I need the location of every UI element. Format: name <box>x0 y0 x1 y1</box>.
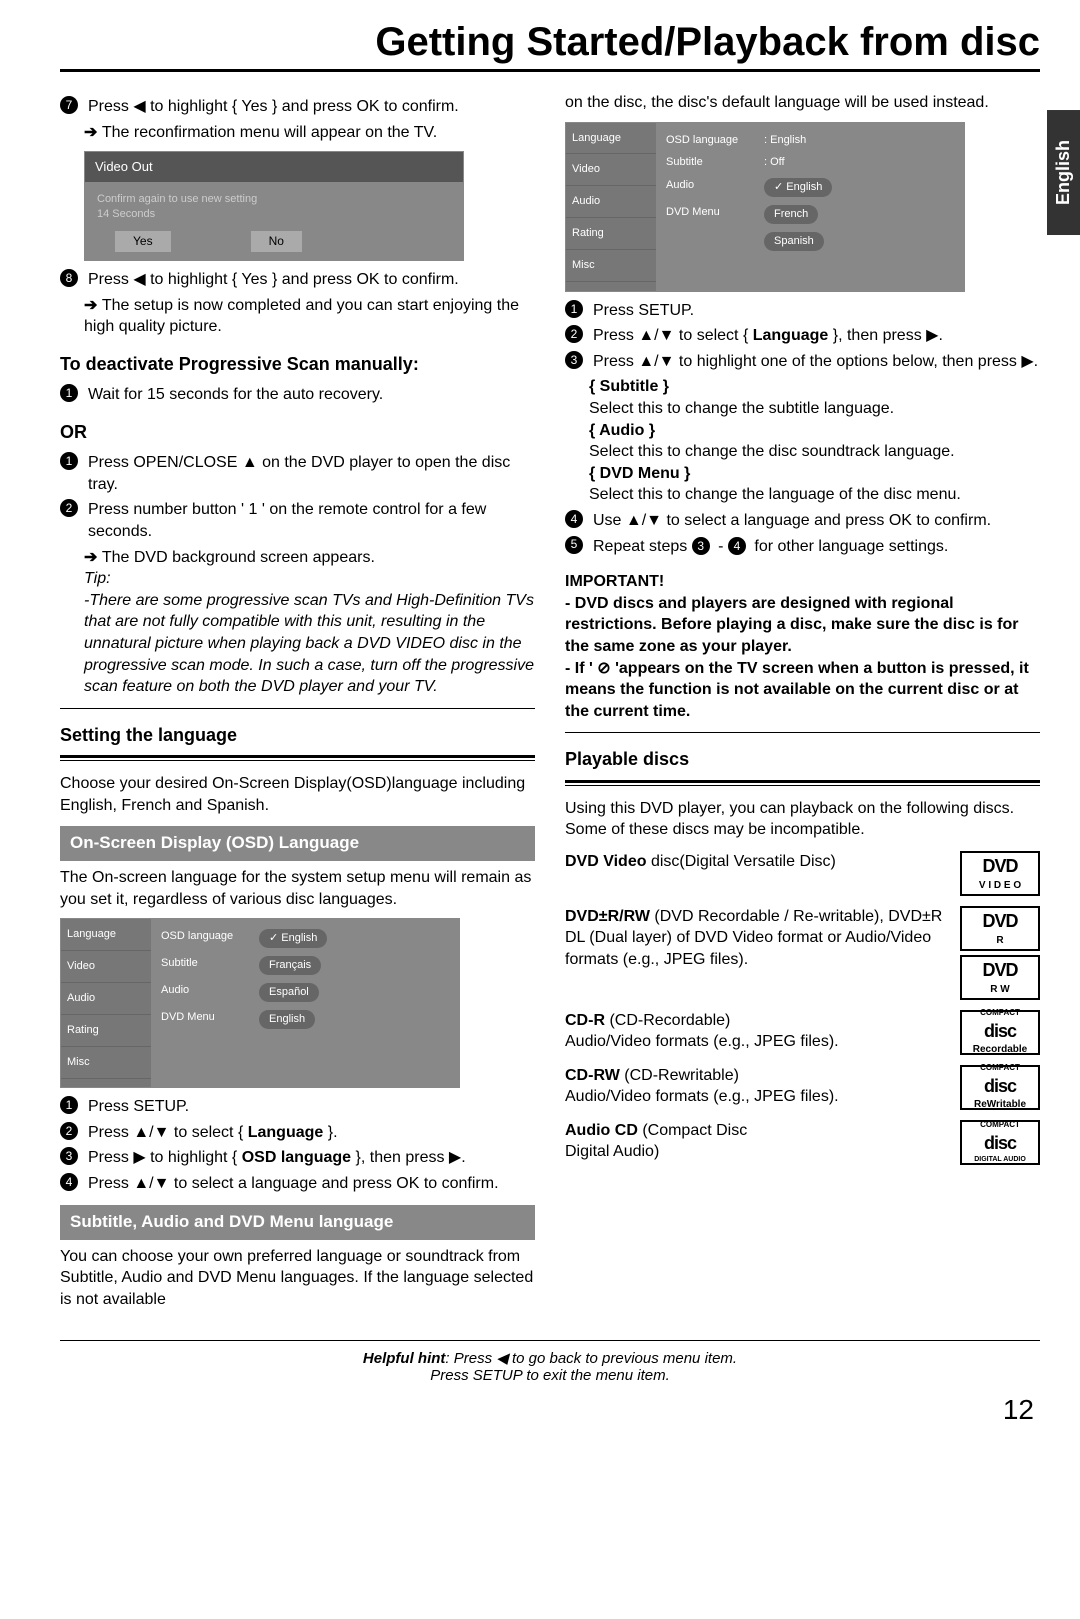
playable-heading: Playable discs <box>565 747 1040 771</box>
dvdmenu-option: { DVD Menu } <box>589 463 1040 485</box>
important-text-1: - DVD discs and players are designed wit… <box>565 593 1040 658</box>
playable-text: Using this DVD player, you can playback … <box>565 798 1040 841</box>
helpful-hint: Helpful hint: Press ◀ to go back to prev… <box>60 1340 1040 1384</box>
disc-cdrw: CD-RW (CD-Rewritable) Audio/Video format… <box>565 1065 950 1108</box>
cdr-logo: COMPACTdiscRecordable <box>960 1010 1040 1055</box>
step-5-bullet: 5 <box>565 536 583 554</box>
step-2-bullet: 2 <box>60 1122 78 1140</box>
no-button: No <box>251 231 302 251</box>
dvd-rw-logo: DVDR W <box>960 955 1040 1000</box>
step-2-bullet: 2 <box>60 499 78 517</box>
disc-audiocd: Audio CD (Compact Disc Digital Audio) <box>565 1120 950 1163</box>
r-step-1: Press SETUP. <box>593 300 694 322</box>
dvd-video-logo: DVDV I D E O <box>960 851 1040 896</box>
language-tab: English <box>1047 110 1080 235</box>
important-text-2: - If ' ⊘ 'appears on the TV screen when … <box>565 658 1040 723</box>
confirm-dialog: Video Out Confirm again to use new setti… <box>84 151 464 261</box>
step-4-bullet: 4 <box>565 510 583 528</box>
lang-step-3: Press ▶ to highlight { OSD language }, t… <box>88 1147 466 1169</box>
or-step-1: Press OPEN/CLOSE ▲ on the DVD player to … <box>88 452 535 495</box>
or-step-2: Press number button ' 1 ' on the remote … <box>88 499 535 542</box>
confirm-msg2: 14 Seconds <box>97 207 451 222</box>
audio-option-text: Select this to change the disc soundtrac… <box>589 441 1040 463</box>
or-step-2-result: The DVD background screen appears. <box>102 549 375 566</box>
r-step-4: Use ▲/▼ to select a language and press O… <box>593 510 991 532</box>
step-1-bullet: 1 <box>60 384 78 402</box>
yes-button: Yes <box>115 231 171 251</box>
or-heading: OR <box>60 420 535 444</box>
dvd-r-logo: DVDR <box>960 906 1040 951</box>
disc-dvd-rrw: DVD±R/RW (DVD Recordable / Re-writable),… <box>565 906 950 971</box>
arrow-icon <box>84 124 102 141</box>
deactivate-heading: To deactivate Progressive Scan manually: <box>60 352 535 376</box>
left-column: 7 Press ◀ to highlight { Yes } and press … <box>60 92 535 1310</box>
subtitle-text: You can choose your own preferred langua… <box>60 1246 535 1311</box>
right-top-text: on the disc, the disc's default language… <box>565 92 1040 114</box>
step-7-text: Press ◀ to highlight { Yes } and press O… <box>88 96 459 118</box>
page-title: Getting Started/Playback from disc <box>60 20 1040 72</box>
step-8-bullet: 8 <box>60 269 78 287</box>
lang-step-2: Press ▲/▼ to select { Language }. <box>88 1122 338 1144</box>
page-number: 12 <box>60 1394 1040 1426</box>
osd-text: The On-screen language for the system se… <box>60 867 535 910</box>
step-4-bullet: 4 <box>60 1173 78 1191</box>
osd-menu-screenshot-2: LanguageVideoAudioRatingMisc OSD languag… <box>565 122 965 292</box>
disc-dvd-video: DVD Video disc(Digital Versatile Disc) <box>565 851 950 873</box>
subtitle-option: { Subtitle } <box>589 376 1040 398</box>
audiocd-logo: COMPACTdiscDIGITAL AUDIO <box>960 1120 1040 1165</box>
r-step-5: Repeat steps 3 - 4 for other language se… <box>593 536 948 558</box>
step-8-result: The setup is now completed and you can s… <box>84 297 519 336</box>
choose-text: Choose your desired On-Screen Display(OS… <box>60 773 535 816</box>
cdrw-logo: COMPACTdiscReWritable <box>960 1065 1040 1110</box>
setting-language-heading: Setting the language <box>60 723 535 747</box>
step-1-bullet: 1 <box>60 1096 78 1114</box>
step-3-bullet: 3 <box>60 1147 78 1165</box>
r-step-2: Press ▲/▼ to select { Language }, then p… <box>593 325 943 347</box>
disc-cdr: CD-R (CD-Recordable) Audio/Video formats… <box>565 1010 950 1053</box>
tip-text: -There are some progressive scan TVs and… <box>84 590 535 698</box>
osd-bar: On-Screen Display (OSD) Language <box>60 826 535 861</box>
step-7-result: The reconfirmation menu will appear on t… <box>102 124 437 141</box>
important-label: IMPORTANT! <box>565 571 1040 593</box>
step-1-bullet: 1 <box>565 300 583 318</box>
lang-step-1: Press SETUP. <box>88 1096 189 1118</box>
step-7-bullet: 7 <box>60 96 78 114</box>
arrow-icon <box>84 297 102 314</box>
arrow-icon <box>84 549 102 566</box>
step-1-bullet: 1 <box>60 452 78 470</box>
lang-step-4: Press ▲/▼ to select a language and press… <box>88 1173 499 1195</box>
deact-step-1: Wait for 15 seconds for the auto recover… <box>88 384 383 406</box>
audio-option: { Audio } <box>589 420 1040 442</box>
tip-label: Tip: <box>84 568 535 590</box>
r-step-3: Press ▲/▼ to highlight one of the option… <box>593 351 1038 373</box>
right-column: on the disc, the disc's default language… <box>565 92 1040 1310</box>
step-8-text: Press ◀ to highlight { Yes } and press O… <box>88 269 459 291</box>
confirm-msg1: Confirm again to use new setting <box>97 192 451 207</box>
subtitle-bar: Subtitle, Audio and DVD Menu language <box>60 1205 535 1240</box>
step-3-bullet: 3 <box>565 351 583 369</box>
subtitle-option-text: Select this to change the subtitle langu… <box>589 398 1040 420</box>
step-2-bullet: 2 <box>565 325 583 343</box>
osd-menu-screenshot: LanguageVideoAudioRatingMisc OSD languag… <box>60 918 460 1088</box>
dvdmenu-option-text: Select this to change the language of th… <box>589 484 1040 506</box>
confirm-header: Video Out <box>85 152 463 182</box>
